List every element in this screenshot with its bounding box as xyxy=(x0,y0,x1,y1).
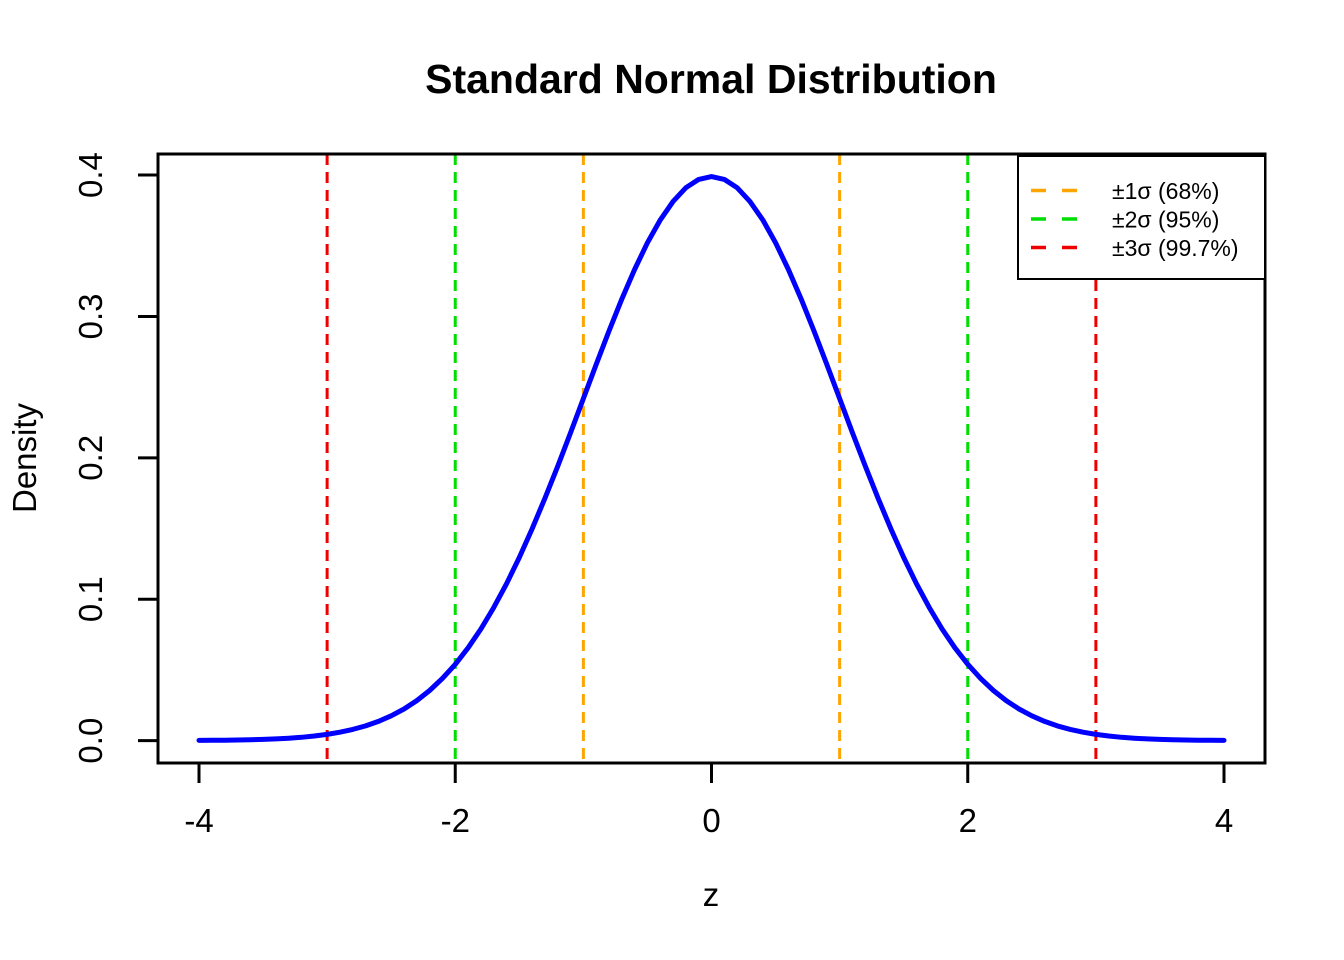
x-tick-label: -4 xyxy=(184,802,213,839)
density-curve xyxy=(196,174,1227,743)
y-tick-label: 0.4 xyxy=(72,152,109,198)
x-axis: -4 -2 0 2 4 xyxy=(184,763,1233,839)
legend-item-label: ±1σ (68%) xyxy=(1112,178,1219,204)
x-tick-label: 0 xyxy=(702,802,720,839)
legend-item-label: ±2σ (95%) xyxy=(1112,207,1219,233)
y-tick-label: 0.2 xyxy=(72,435,109,481)
x-tick-label: -2 xyxy=(441,802,470,839)
sigma-vlines xyxy=(325,154,1098,763)
x-tick-label: 4 xyxy=(1215,802,1233,839)
legend-box xyxy=(1017,155,1266,280)
x-axis-label: z xyxy=(703,876,720,913)
x-tick-label: 2 xyxy=(959,802,977,839)
y-tick-label: 0.1 xyxy=(72,576,109,622)
y-tick-label: 0.3 xyxy=(72,294,109,340)
y-axis-label: Density xyxy=(6,402,43,513)
legend-item-label: ±3σ (99.7%) xyxy=(1112,235,1239,261)
chart-title: Standard Normal Distribution xyxy=(425,56,997,102)
y-axis: 0.0 0.1 0.2 0.3 0.4 xyxy=(72,152,158,764)
y-tick-label: 0.0 xyxy=(72,718,109,764)
legend: ±1σ (68%) ±2σ (95%)±3σ (99.7%) xyxy=(1017,155,1266,280)
